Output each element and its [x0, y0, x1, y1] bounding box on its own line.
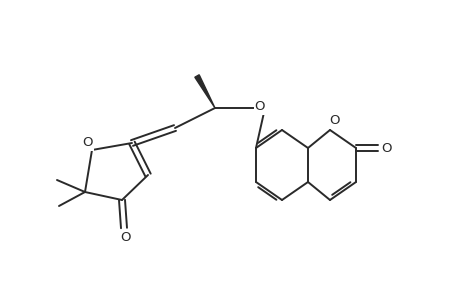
Text: O: O	[254, 100, 265, 113]
Text: O: O	[329, 115, 340, 128]
Text: O: O	[120, 232, 131, 244]
Text: O: O	[83, 136, 93, 149]
Polygon shape	[195, 75, 214, 108]
Text: O: O	[381, 142, 392, 154]
